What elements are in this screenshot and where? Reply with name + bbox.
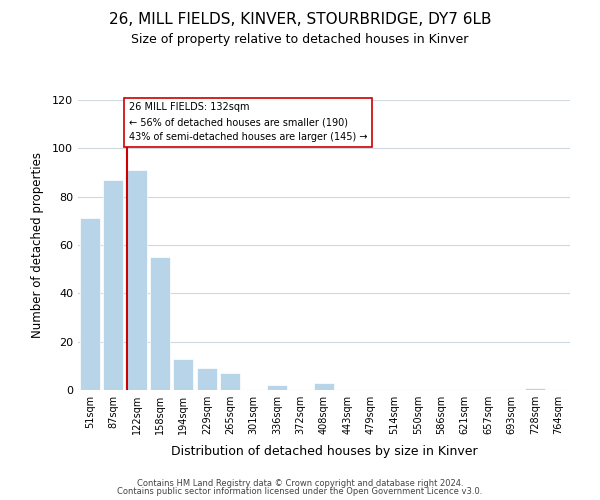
X-axis label: Distribution of detached houses by size in Kinver: Distribution of detached houses by size … [170,446,478,458]
Bar [525,388,545,390]
Bar [127,170,146,390]
Bar [220,373,240,390]
Text: Contains HM Land Registry data © Crown copyright and database right 2024.: Contains HM Land Registry data © Crown c… [137,478,463,488]
Bar [314,383,334,390]
Bar [80,218,100,390]
Text: 26, MILL FIELDS, KINVER, STOURBRIDGE, DY7 6LB: 26, MILL FIELDS, KINVER, STOURBRIDGE, DY… [109,12,491,28]
Bar [150,257,170,390]
Y-axis label: Number of detached properties: Number of detached properties [31,152,44,338]
Bar [267,385,287,390]
Text: Size of property relative to detached houses in Kinver: Size of property relative to detached ho… [131,32,469,46]
Bar [103,180,123,390]
Text: Contains public sector information licensed under the Open Government Licence v3: Contains public sector information licen… [118,487,482,496]
Text: 26 MILL FIELDS: 132sqm
← 56% of detached houses are smaller (190)
43% of semi-de: 26 MILL FIELDS: 132sqm ← 56% of detached… [129,102,367,142]
Bar [197,368,217,390]
Bar [173,358,193,390]
